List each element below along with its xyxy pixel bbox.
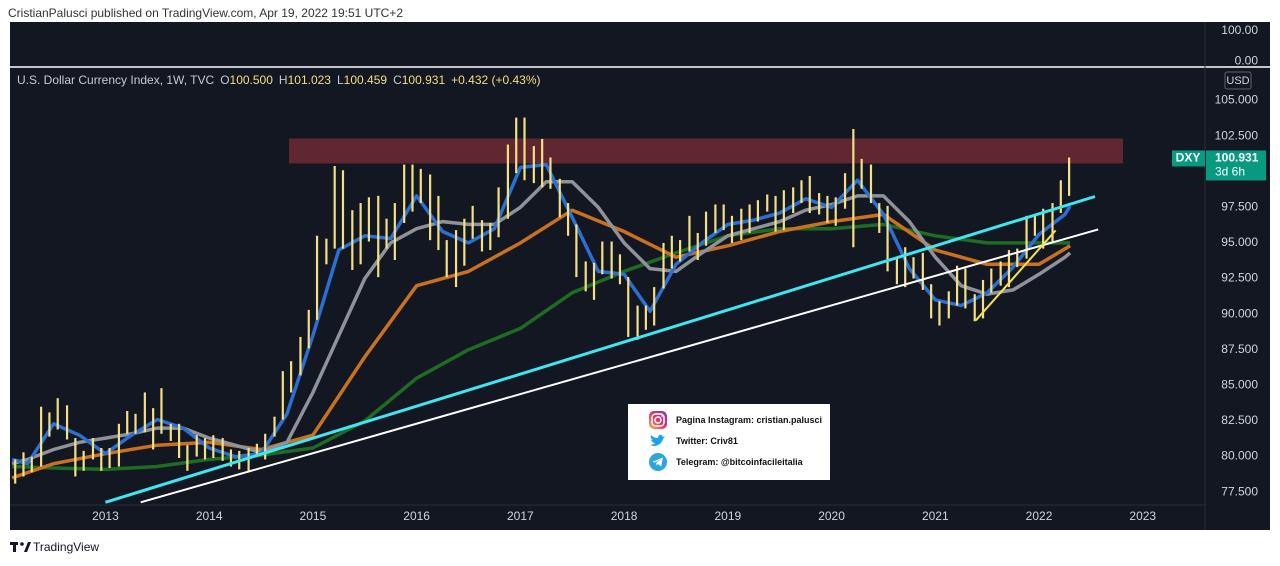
legend-symbol: U.S. Dollar Currency Index, 1W, TVC (17, 73, 215, 87)
x-tick-label: 2014 (196, 509, 223, 523)
info-row: Twitter: Criv81 (648, 431, 738, 451)
top-pane-tick-label: 0.00 (1235, 53, 1259, 67)
trendline (104, 195, 1096, 504)
y-tick-label: 87.500 (1221, 342, 1258, 356)
info-row: Telegram: @bitcoinfacileitalia (648, 452, 803, 472)
header: CristianPalusci published on TradingView… (8, 6, 403, 20)
x-tick-label: 2018 (611, 509, 638, 523)
info-telegram: Telegram: @bitcoinfacileitalia (676, 457, 803, 467)
x-tick-label: 2020 (818, 509, 845, 523)
footer-logo (10, 542, 31, 552)
y-tick-label: 95.000 (1221, 235, 1258, 249)
x-tick-label: 2016 (403, 509, 430, 523)
footer: TradingView (33, 540, 99, 554)
legend-high: 101.023 (287, 73, 331, 87)
symbol-tag (1172, 150, 1205, 167)
y-tick-label: 85.000 (1221, 378, 1258, 392)
legend-high-label: H (278, 73, 288, 87)
y-tick-label: 90.000 (1221, 306, 1258, 320)
x-tick-label: 2017 (507, 509, 534, 523)
trendline (975, 229, 1057, 322)
x-tick-label: 2023 (1129, 509, 1156, 523)
y-tick-label: 105.000 (1215, 93, 1259, 107)
y-tick-label: 102.500 (1215, 128, 1259, 142)
y-tick-label: 82.500 (1221, 413, 1258, 427)
x-tick-label: 2015 (300, 509, 327, 523)
legend-close-label: C (393, 73, 402, 87)
currency-box (1224, 71, 1252, 90)
x-tick-label: 2019 (714, 509, 741, 523)
info-row: Pagina Instagram: cristian.palusci (648, 410, 822, 430)
legend-low: 100.459 (343, 73, 388, 87)
y-tick-label: 92.500 (1221, 271, 1258, 285)
legend-close: 100.931 (401, 73, 446, 87)
plot-area (11, 117, 1124, 504)
legend-open-label: O (220, 73, 230, 87)
info-twitter: Twitter: Criv81 (676, 436, 738, 446)
price-tag-countdown: 3d 6h (1215, 165, 1245, 179)
x-tick-label: 2021 (922, 509, 949, 523)
y-tick-label: 77.500 (1221, 484, 1258, 498)
moving-average (11, 208, 1071, 480)
twitter-icon (650, 434, 665, 446)
legend-open: 100.500 (229, 73, 273, 87)
legend: U.S. Dollar Currency Index, 1W, TVC O 100… (17, 73, 541, 87)
symbol-tag-label: DXY (1176, 151, 1201, 165)
currency: USD (1226, 75, 1249, 87)
x-tick-label: 2013 (92, 509, 119, 523)
moving-average (11, 162, 1072, 466)
instagram-icon (649, 411, 667, 429)
price-tag-value: 100.931 (1215, 151, 1259, 165)
info-box: Pagina Instagram: cristian.palusci Twitt… (628, 404, 830, 480)
x-tick-label: 2022 (1026, 509, 1053, 523)
legend-change: +0.432 (+0.43%) (451, 73, 541, 87)
trendline (140, 228, 1099, 504)
y-tick-label: 97.500 (1221, 199, 1258, 213)
telegram-icon (649, 453, 667, 471)
resistance-zone (289, 138, 1124, 164)
top-pane-tick-label: 100.00 (1221, 23, 1258, 37)
y-tick-label: 80.000 (1221, 449, 1258, 463)
legend-low-label: L (336, 73, 344, 87)
info-instagram: Pagina Instagram: cristian.palusci (676, 415, 823, 425)
price-tag (1206, 150, 1266, 181)
